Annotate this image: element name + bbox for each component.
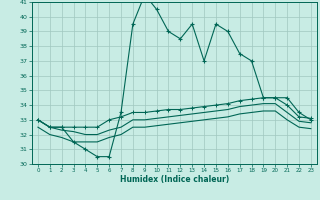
X-axis label: Humidex (Indice chaleur): Humidex (Indice chaleur): [120, 175, 229, 184]
